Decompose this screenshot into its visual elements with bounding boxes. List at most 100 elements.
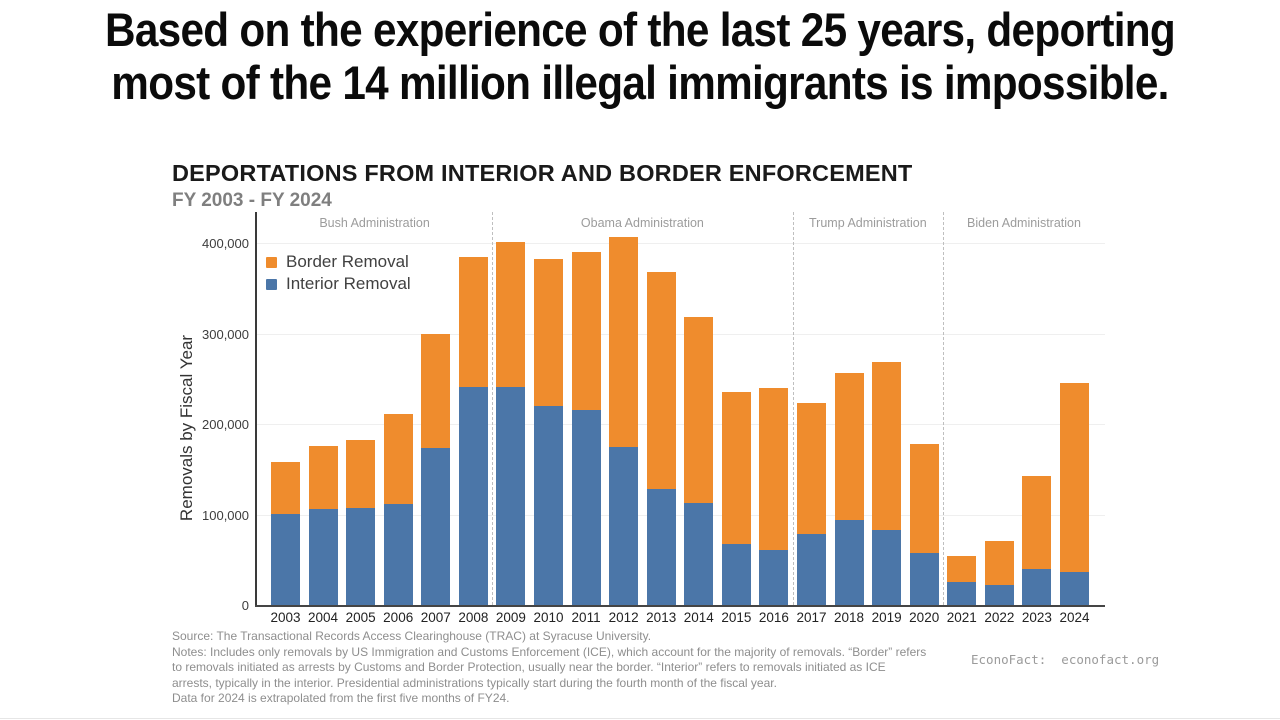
x-tick-label-2022: 2022: [984, 610, 1015, 625]
administration-separator: [942, 212, 944, 605]
legend-label: Interior Removal: [286, 274, 411, 293]
headline-line-1: Based on the experience of the last 25 y…: [105, 3, 1176, 56]
x-tick-label-2016: 2016: [758, 610, 789, 625]
gridline: [257, 515, 1105, 516]
administration-label: Trump Administration: [809, 216, 927, 230]
bar-2009-border: [496, 242, 526, 387]
x-tick-label-2003: 2003: [270, 610, 301, 625]
econofact-credit: EconoFact: econofact.org: [971, 652, 1160, 667]
bar-2008-border: [458, 256, 488, 387]
bar-2008-interior: [458, 386, 488, 605]
bottom-divider: [0, 718, 1280, 719]
x-tick-label-2012: 2012: [608, 610, 639, 625]
bar-2020-border: [909, 443, 939, 553]
x-tick-label-2009: 2009: [495, 610, 526, 625]
administration-label: Obama Administration: [580, 216, 704, 230]
source-notes: Source: The Transactional Records Access…: [172, 629, 952, 707]
bar-2003-border: [271, 462, 300, 514]
bar-2004-interior: [308, 509, 338, 605]
gridline: [257, 424, 1105, 425]
bar-2021-interior: [947, 582, 977, 605]
y-tick-label: 300,000: [202, 327, 249, 342]
x-tick-label-2021: 2021: [946, 610, 977, 625]
x-tick-label-2017: 2017: [796, 610, 827, 625]
bar-2007-interior: [421, 448, 451, 605]
bar-2006-border: [383, 414, 413, 504]
bar-2016-border: [759, 387, 789, 550]
notes-line: arrests, typically in the interior. Pres…: [172, 675, 777, 690]
bar-2014-interior: [684, 502, 714, 605]
bar-2015-interior: [721, 544, 751, 605]
bar-2017-border: [796, 403, 826, 535]
bar-2023-interior: [1022, 568, 1052, 605]
bar-2017-interior: [796, 534, 826, 605]
x-tick-label-2020: 2020: [909, 610, 940, 625]
x-tick-label-2023: 2023: [1021, 610, 1052, 625]
bar-2005-interior: [346, 508, 376, 605]
administration-separator: [492, 212, 494, 605]
y-tick-label: 100,000: [202, 508, 249, 523]
legend-swatch-interior: [266, 278, 277, 290]
legend-label: Border Removal: [286, 252, 409, 271]
chart-title: DEPORTATIONS FROM INTERIOR AND BORDER EN…: [172, 160, 913, 186]
x-tick-label-2014: 2014: [683, 610, 714, 625]
gridline: [257, 334, 1105, 335]
legend-item: Border Removal: [266, 252, 409, 272]
bar-2024-interior: [1059, 571, 1089, 605]
bar-2022-interior: [984, 585, 1014, 605]
x-tick-label-2024: 2024: [1059, 610, 1090, 625]
y-tick-label: 0: [241, 598, 249, 613]
x-tick-label-2005: 2005: [345, 610, 376, 625]
bar-2014-border: [684, 317, 714, 503]
bar-2010-interior: [533, 405, 563, 605]
x-tick-label-2007: 2007: [420, 610, 451, 625]
x-tick-label-2019: 2019: [871, 610, 902, 625]
x-tick-label-2006: 2006: [383, 610, 414, 625]
gridline: [257, 243, 1105, 244]
y-tick-label: 200,000: [202, 417, 249, 432]
administration-separator: [792, 212, 794, 605]
x-tick-label-2010: 2010: [533, 610, 564, 625]
bar-2012-interior: [609, 446, 639, 605]
headline: Based on the experience of the last 25 y…: [0, 3, 1280, 109]
bar-2018-border: [834, 373, 864, 520]
bar-2003-interior: [271, 513, 300, 605]
bar-2010-border: [533, 259, 563, 406]
notes-line: Notes: Includes only removals by US Immi…: [172, 644, 927, 659]
legend-item: Interior Removal: [266, 274, 411, 294]
bar-2015-border: [721, 392, 751, 545]
bar-2019-interior: [872, 529, 902, 605]
x-tick-label-2011: 2011: [571, 610, 601, 625]
bar-2011-border: [571, 252, 601, 410]
chart-subtitle: FY 2003 - FY 2024: [172, 190, 332, 211]
bar-2004-border: [308, 445, 338, 510]
x-axis-line: [255, 605, 1105, 607]
bar-2024-border: [1059, 383, 1089, 572]
administration-label: Biden Administration: [967, 216, 1081, 230]
legend-swatch-border: [266, 256, 277, 268]
bar-2020-interior: [909, 552, 939, 605]
y-tick-label: 400,000: [202, 236, 249, 251]
x-tick-label-2004: 2004: [308, 610, 339, 625]
bar-2011-interior: [571, 409, 601, 605]
bar-2021-border: [947, 556, 977, 583]
bar-2013-border: [646, 271, 676, 490]
bar-2009-interior: [496, 386, 526, 605]
bar-2006-interior: [383, 503, 413, 605]
bar-2018-interior: [834, 519, 864, 605]
source-line: Source: The Transactional Records Access…: [172, 629, 652, 643]
bar-2016-interior: [759, 549, 789, 605]
bar-2005-border: [346, 440, 376, 509]
x-tick-label-2013: 2013: [646, 610, 677, 625]
bar-2022-border: [984, 540, 1014, 586]
notes-line: to removals initiated as arrests by Cust…: [172, 660, 886, 674]
bar-2019-border: [872, 361, 902, 530]
notes-line: Data for 2024 is extrapolated from the f…: [172, 691, 510, 705]
x-tick-label-2015: 2015: [721, 610, 752, 625]
administration-label: Bush Administration: [319, 216, 430, 230]
y-axis-line: [255, 212, 257, 607]
bar-2023-border: [1022, 475, 1052, 569]
bar-2007-border: [421, 333, 451, 449]
